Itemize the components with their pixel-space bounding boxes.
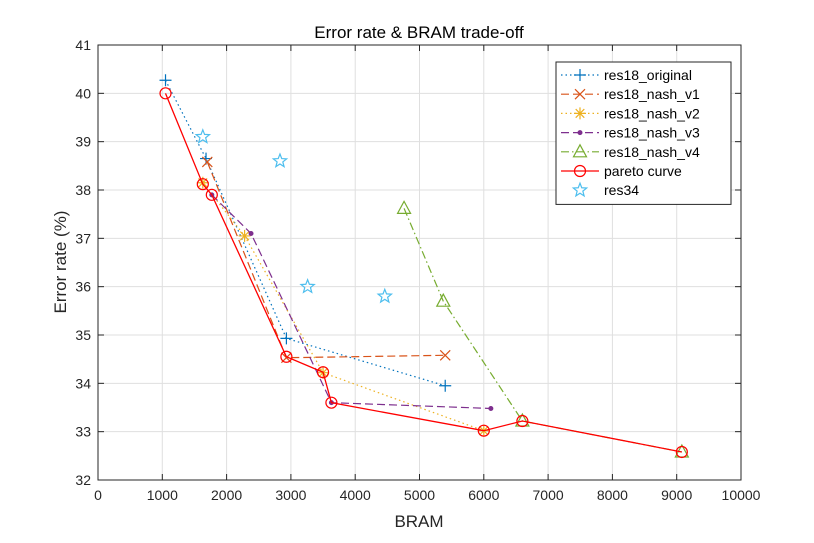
series-line: [164, 80, 446, 387]
legend-label: res18_original: [604, 67, 692, 83]
y-tick-label: 39: [75, 134, 91, 150]
data-point: [159, 74, 172, 87]
x-tick-label: 2000: [211, 487, 242, 503]
x-tick-label: 8000: [597, 487, 628, 503]
series-res18_original: [159, 74, 452, 392]
series-pareto-curve: [159, 87, 688, 459]
legend-entry: res18_nash_v4: [561, 143, 700, 160]
series-res18_nash_v1: [201, 156, 451, 364]
y-tick-label: 34: [75, 375, 91, 391]
legend: res18_original res18_nash_v1 res18_nash_v2…: [555, 61, 732, 205]
x-tick-label: 6000: [468, 487, 499, 503]
legend-entry: res18_nash_v1: [561, 86, 700, 102]
legend-entry: res18_original: [561, 67, 692, 83]
data-point: [325, 396, 338, 409]
data-point: [376, 287, 394, 304]
data-point: [516, 414, 529, 428]
legend-marker: [571, 181, 589, 198]
data-point: [194, 128, 212, 144]
legend-entry: pareto curve: [561, 163, 682, 179]
data-point: [280, 332, 293, 345]
legend-entry: res18_nash_v2: [561, 105, 700, 121]
x-tick-label: 0: [94, 487, 102, 503]
x-tick-label: 3000: [275, 487, 306, 503]
x-tick-label: 9000: [661, 487, 692, 503]
legend-entry: res18_nash_v3: [561, 125, 700, 141]
legend-marker: [574, 107, 586, 120]
y-tick-label: 32: [75, 472, 91, 488]
y-tick-label: 41: [75, 37, 91, 53]
data-point: [196, 178, 209, 191]
data-point: [488, 405, 494, 411]
y-tick-label: 36: [75, 279, 91, 295]
data-point: [201, 156, 213, 168]
x-tick-label: 7000: [533, 487, 564, 503]
data-point: [477, 424, 490, 437]
legend-marker: [572, 143, 588, 158]
data-point: [205, 188, 218, 201]
series-res18_nash_v4: [396, 200, 690, 458]
y-tick-label: 35: [75, 327, 91, 343]
legend-label: res18_nash_v2: [604, 105, 700, 121]
x-tick-label: 10000: [722, 487, 761, 503]
y-tick-label: 40: [75, 85, 91, 101]
data-point: [280, 350, 293, 363]
legend-label: res18_nash_v1: [604, 86, 700, 102]
data-point: [675, 445, 688, 459]
series-res18_nash_v3: [209, 192, 494, 411]
series-line: [164, 93, 682, 453]
series-layer: [159, 74, 690, 459]
data-point: [238, 229, 251, 242]
x-axis-title: BRAM: [394, 512, 443, 531]
series-res34: [194, 128, 394, 304]
legend-marker: [574, 69, 586, 81]
legend-entry: res34: [571, 181, 639, 198]
series-line: [206, 161, 446, 359]
x-tick-label: 5000: [404, 487, 435, 503]
data-point: [316, 366, 330, 379]
data-point: [248, 231, 254, 236]
data-point: [439, 349, 451, 361]
legend-marker: [577, 130, 583, 136]
series-line: [403, 208, 682, 453]
y-tick-label: 37: [75, 230, 91, 246]
data-point: [396, 200, 412, 214]
legend-label: res18_nash_v3: [604, 125, 700, 141]
data-point: [435, 292, 451, 307]
data-point: [271, 152, 289, 169]
axis-ticks: 0 1000 2000 3000 4000 5000 6000 7000 8000 9000 100…: [75, 37, 760, 503]
legend-marker: [573, 164, 587, 178]
legend-label: res34: [604, 182, 639, 198]
x-tick-label: 1000: [147, 487, 178, 503]
chart-title: Error rate & BRAM trade-off: [314, 23, 524, 42]
y-axis-title: Error rate (%): [51, 211, 70, 314]
series-line: [202, 182, 485, 432]
legend-marker: [574, 88, 586, 100]
data-point: [159, 87, 172, 100]
x-tick-label: 4000: [340, 487, 371, 503]
legend-label: res18_nash_v4: [604, 144, 700, 160]
data-point: [299, 278, 316, 294]
y-tick-label: 33: [75, 424, 91, 440]
legend-label: pareto curve: [604, 163, 682, 179]
series-line: [211, 194, 491, 410]
data-point: [439, 379, 452, 392]
y-tick-label: 38: [75, 182, 91, 198]
